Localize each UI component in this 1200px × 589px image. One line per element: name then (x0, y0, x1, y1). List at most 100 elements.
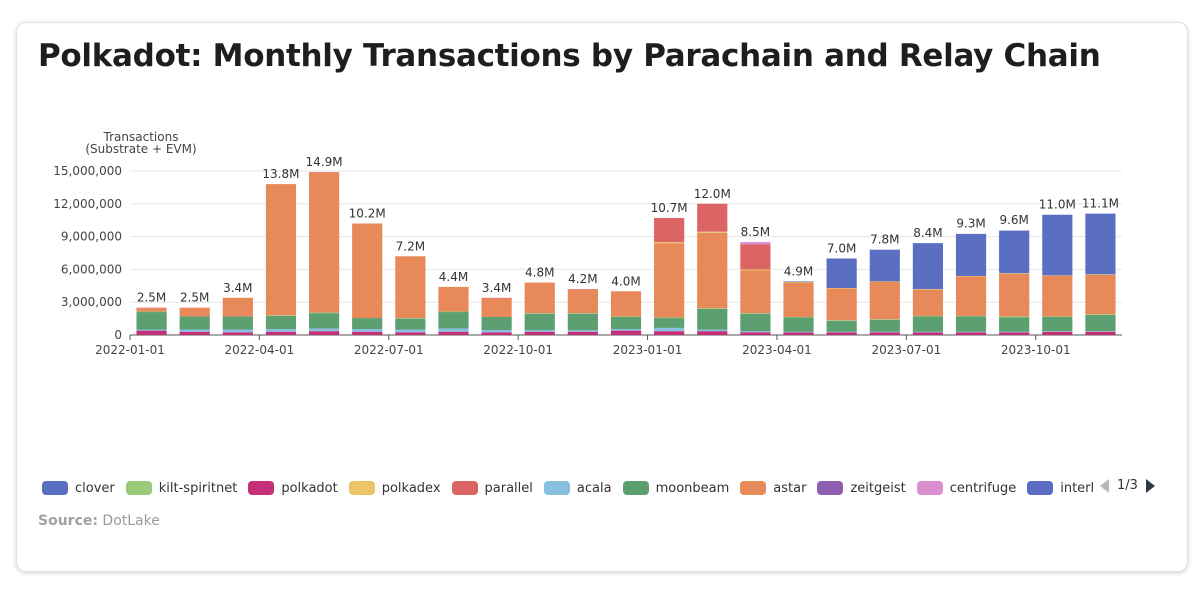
bar-segment-polkadot (395, 332, 426, 335)
bar-segment-polkadot (610, 330, 642, 335)
legend-item-interlay[interactable]: interlay (1027, 481, 1094, 496)
legend: clover kilt-spiritnet polkadot polkadex para… (42, 476, 1094, 500)
bar-segment-parallel (567, 289, 598, 290)
bar-total-label: 8.4M (913, 226, 942, 240)
bar-segment-interlay (1085, 213, 1116, 275)
bar-segment-astar (1042, 275, 1073, 317)
x-tick-label: 2022-04-01 (225, 343, 295, 357)
bar-total-label: 3.4M (223, 281, 252, 295)
bar-segment-kilt-spiritnet (308, 312, 340, 314)
bar-segment-astar (395, 256, 426, 319)
legend-swatch (740, 481, 767, 495)
bar-segment-astar (783, 282, 814, 317)
legend-label: interlay (1060, 480, 1094, 496)
legend-label: kilt-spiritnet (158, 480, 238, 496)
legend-item-clover[interactable]: clover (42, 481, 115, 496)
bar-segment-polkadot (783, 332, 814, 335)
bar-segment-polkadot (912, 332, 944, 335)
bar-segment-kilt-spiritnet (1085, 314, 1116, 315)
legend-item-acala[interactable]: acala (543, 481, 612, 496)
legend-item-polkadot[interactable]: polkadot (248, 481, 338, 496)
bar-segment-astar (654, 243, 685, 318)
bar-segment-moonbeam (1085, 314, 1116, 332)
legend-item-moonbeam[interactable]: moonbeam (622, 481, 729, 496)
bar-segment-polkadex (740, 269, 771, 271)
y-tick-label: 12,000,000 (53, 197, 122, 211)
bar-total-label: 2.5M (137, 291, 166, 305)
bar-segment-polkadex (697, 231, 728, 233)
bar-segment-moonbeam (352, 318, 383, 329)
bar-segment-acala (783, 331, 814, 333)
legend-item-centrifuge[interactable]: centrifuge (916, 481, 1016, 496)
source-label: Source: (38, 513, 98, 529)
bar-segment-polkadot (999, 332, 1030, 335)
bar-segment-moonbeam (610, 316, 642, 329)
bar-total-label: 2.5M (180, 291, 209, 305)
bar-segment-moonbeam (222, 316, 253, 330)
bar-segment-moonbeam (438, 312, 469, 329)
bar-segment-astar (308, 172, 340, 313)
legend-swatch (42, 481, 68, 495)
bar-total-label: 4.9M (784, 264, 813, 278)
x-tick-label: 2023-01-01 (613, 343, 683, 357)
y-tick-label: 6,000,000 (61, 262, 122, 276)
legend-item-kilt-spiritnet[interactable]: kilt-spiritnet (125, 480, 238, 496)
bar-segment-acala (136, 329, 167, 331)
bar-total-label: 9.3M (956, 216, 985, 230)
bar-segment-acala (438, 328, 469, 332)
bar-segment-kilt-spiritnet (912, 315, 944, 317)
bar-total-label: 14.9M (306, 155, 343, 169)
bar-segment-moonbeam (524, 313, 555, 331)
bar-segment-acala (697, 329, 728, 332)
chart-title: Polkadot: Monthly Transactions by Parach… (38, 38, 1101, 74)
bar-segment-parallel (740, 244, 771, 270)
bar-segment-polkadex (1085, 274, 1116, 275)
chart-card (16, 22, 1188, 572)
bar-total-label: 10.2M (349, 206, 386, 220)
bar-segment-polkadex (955, 275, 987, 277)
bar-segment-polkadot (869, 332, 900, 335)
bar-segment-moonbeam (567, 313, 598, 331)
bar-segment-interlay (955, 233, 987, 276)
bar-segment-moonbeam (136, 312, 167, 330)
bar-segment-astar (222, 297, 253, 317)
legend-item-polkadex[interactable]: polkadex (348, 481, 441, 496)
bar-segment-acala (826, 331, 857, 333)
legend-item-parallel[interactable]: parallel (451, 480, 533, 496)
x-tick-label: 2023-04-01 (742, 343, 812, 357)
bar-segment-polkadot (567, 331, 598, 335)
legend-item-zeitgeist[interactable]: zeitgeist (817, 481, 906, 496)
bar-total-label: 11.0M (1039, 198, 1076, 212)
bar-segment-acala (179, 329, 210, 332)
bar-segment-astar (1085, 274, 1116, 315)
legend-item-astar[interactable]: astar (740, 481, 806, 496)
legend-prev-page-icon[interactable] (1100, 478, 1109, 493)
bar-segment-interlay (1042, 214, 1073, 276)
bar-segment-moonbeam (783, 317, 814, 332)
bar-segment-astar (136, 308, 167, 312)
bar-segment-kilt-spiritnet (610, 316, 642, 318)
bar-segment-interlay (999, 230, 1030, 274)
bar-segment-kilt-spiritnet (395, 318, 426, 319)
bar-segment-polkadot (955, 332, 987, 335)
bar-total-label: 8.5M (741, 225, 770, 239)
bar-segment-kilt-spiritnet (136, 311, 167, 313)
legend-swatch (622, 481, 649, 495)
bar-segment-astar (999, 273, 1030, 317)
bar-segment-polkadot (697, 331, 728, 335)
bar-segment-polkadot (826, 332, 857, 335)
bar-segment-acala (481, 330, 512, 333)
legend-label: parallel (484, 480, 533, 496)
legend-next-page-icon[interactable] (1145, 478, 1155, 493)
legend-swatch (916, 481, 943, 495)
bar-segment-astar (524, 282, 555, 314)
bar-segment-acala (352, 328, 383, 332)
legend-label: astar (773, 480, 807, 496)
y-axis-label: Transactions (103, 130, 179, 144)
y-axis-label: (Substrate + EVM) (85, 142, 196, 156)
bar-segment-polkadot (352, 331, 383, 335)
legend-swatch (1027, 481, 1054, 495)
bar-segment-kilt-spiritnet (524, 313, 555, 314)
bar-segment-kilt-spiritnet (1042, 316, 1073, 318)
bar-segment-astar (481, 298, 512, 317)
